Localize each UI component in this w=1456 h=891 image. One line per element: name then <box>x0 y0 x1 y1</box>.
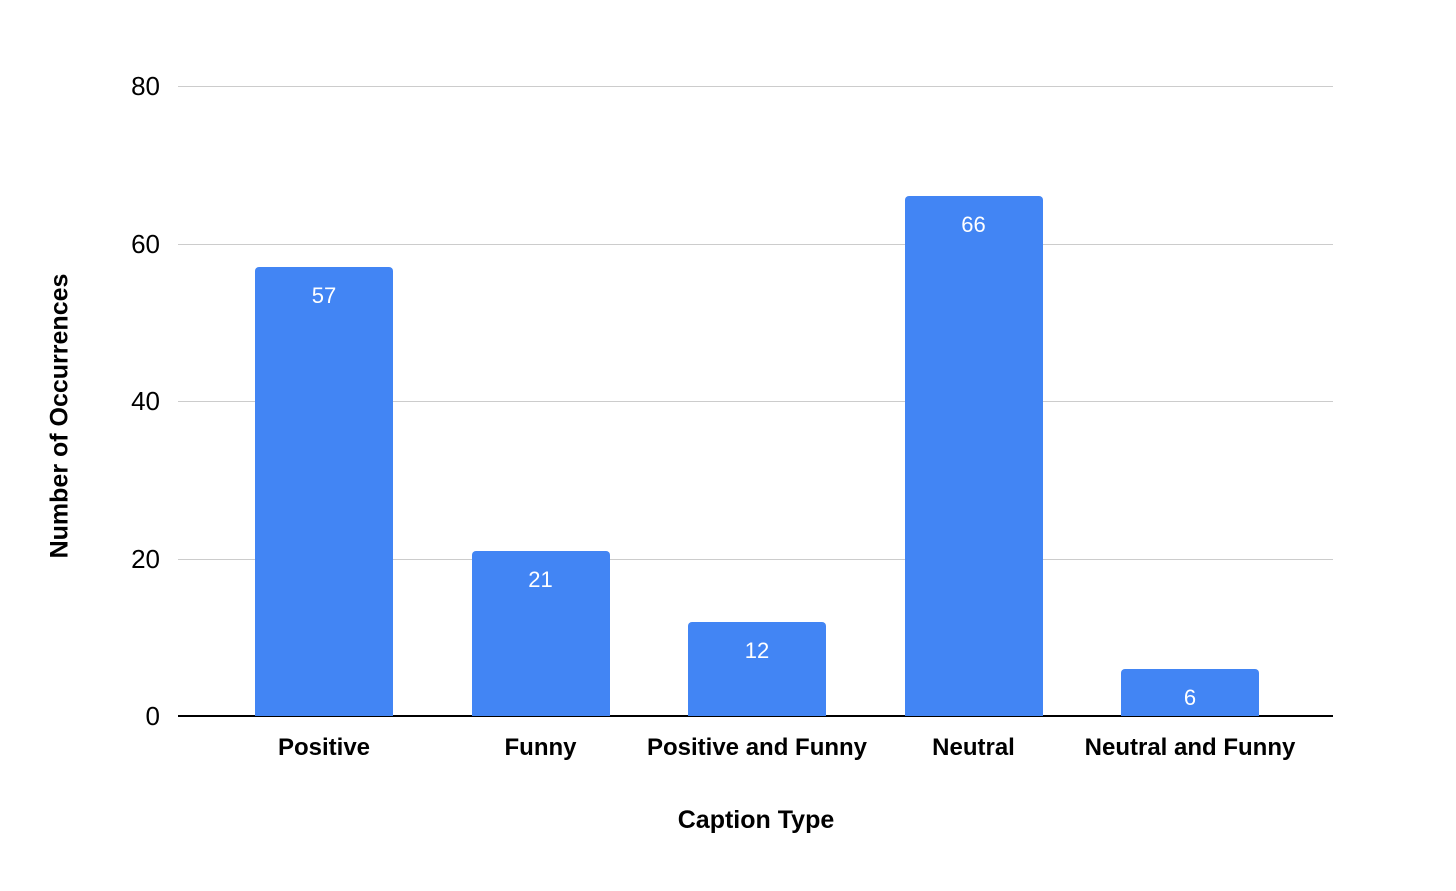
x-axis-title: Caption Type <box>677 806 835 834</box>
y-tick-label: 0 <box>145 701 160 731</box>
bar: 66 <box>904 196 1043 716</box>
x-category-label: Neutral and Funny <box>1084 734 1296 761</box>
gridline <box>178 243 1333 245</box>
x-axis-line <box>178 715 1333 717</box>
bar: 21 <box>471 550 610 716</box>
bar-value-label: 6 <box>1183 684 1197 710</box>
y-tick-label: 40 <box>131 386 160 416</box>
x-category-label: Funny <box>504 734 577 761</box>
y-tick-label: 80 <box>131 71 160 101</box>
x-category-label: Positive <box>277 734 371 761</box>
bar-value-label: 12 <box>744 637 770 663</box>
gridline <box>178 401 1333 402</box>
bar-value-label: 21 <box>528 566 553 592</box>
x-category-label: Positive and Funny <box>646 734 868 761</box>
gridline <box>178 558 1333 560</box>
y-tick-label: 60 <box>131 228 160 259</box>
bar: 6 <box>1121 668 1259 716</box>
y-tick-label: 20 <box>131 543 160 574</box>
bar: 12 <box>688 621 826 716</box>
gridline <box>178 86 1333 87</box>
x-category-label: Neutral <box>932 734 1015 761</box>
bar: 57 <box>255 267 393 716</box>
plot-area: 0 20 40 60 80 57 Positive 21 Funny 12 Positive and… <box>131 73 1333 761</box>
y-axis-title: Number of Occurrences <box>45 273 74 559</box>
bar-value-label: 57 <box>311 283 337 309</box>
bar-value-label: 66 <box>961 212 986 238</box>
